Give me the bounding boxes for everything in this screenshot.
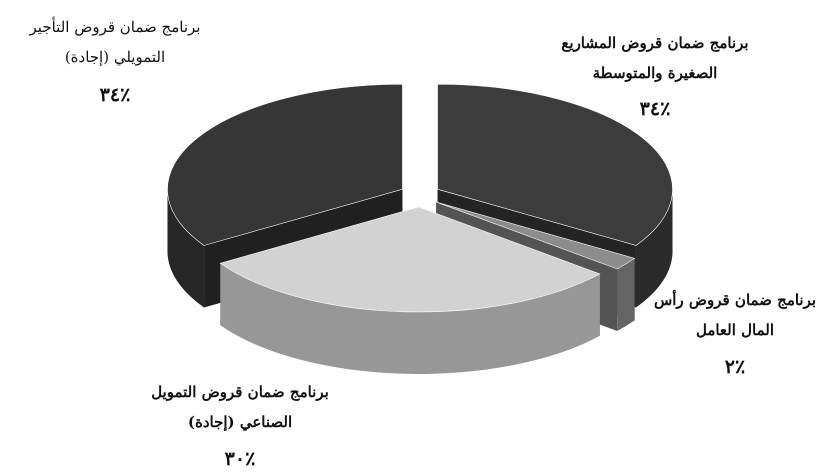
slice-label: برنامج ضمان قروض المشاريع الصغيرة والمتو…	[561, 34, 749, 82]
value-label: ٪٢	[724, 356, 746, 378]
slice	[436, 201, 636, 270]
slice	[219, 206, 601, 313]
slice	[167, 83, 403, 246]
slice-side	[617, 258, 635, 331]
value-label: ٪٣٤	[99, 84, 131, 106]
slice-label: برنامج ضمان قروض رأس المال العامل	[653, 291, 817, 339]
slice-side	[220, 263, 600, 374]
slice	[437, 83, 673, 246]
value-label: ٪٣٤	[639, 98, 671, 120]
value-label: ٪٣٠	[224, 448, 256, 470]
slice-label: برنامج ضمان قروض التأجير التمويلي (إجادة…	[29, 18, 201, 66]
slice-label: برنامج ضمان قروض التمويل الصناعي (إجادة)	[151, 383, 329, 431]
